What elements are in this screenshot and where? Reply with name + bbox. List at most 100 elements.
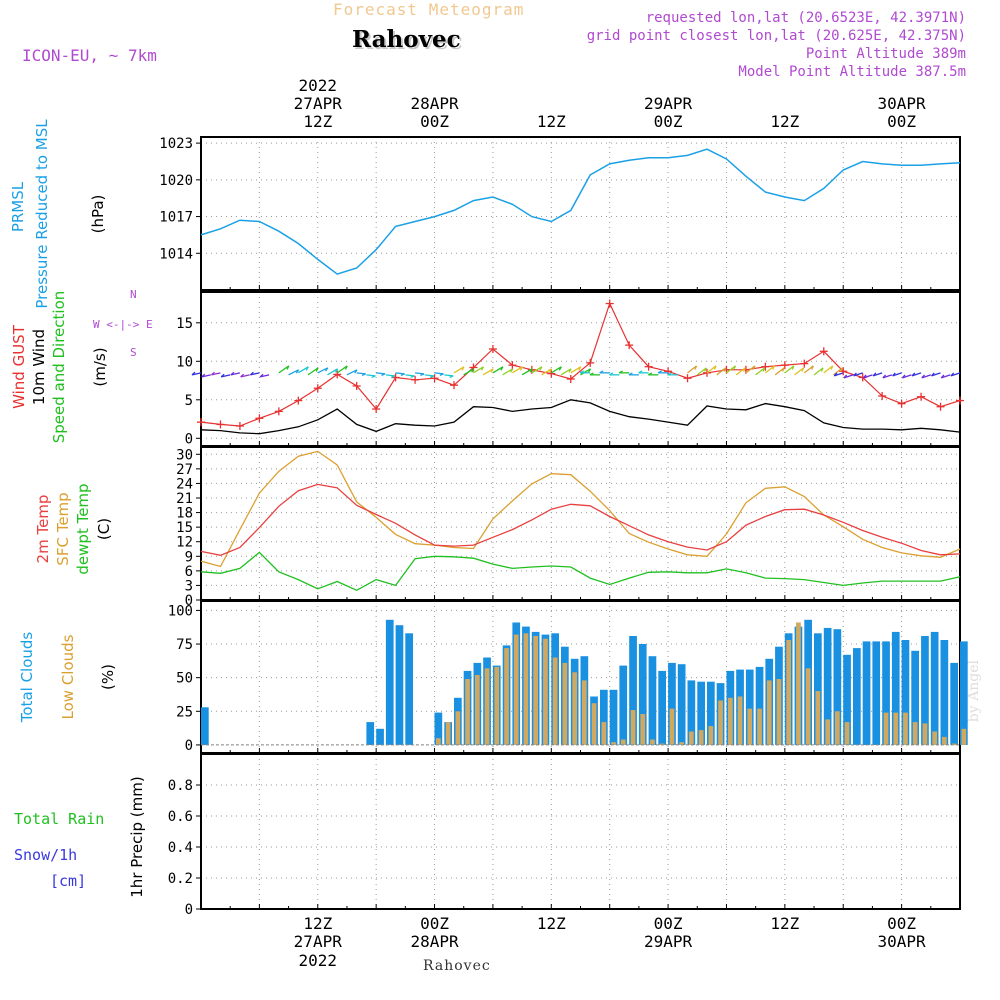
top-time-label: 28APR bbox=[410, 94, 459, 113]
low-cloud-bar bbox=[659, 743, 665, 745]
low-cloud-bar bbox=[572, 672, 577, 745]
total-cloud-bar bbox=[745, 669, 754, 745]
total-cloud-bar bbox=[697, 681, 705, 745]
low-cloud-bar bbox=[766, 680, 772, 745]
gust-point bbox=[391, 373, 400, 382]
ytick-label: 21 bbox=[176, 491, 193, 507]
arrow-head bbox=[354, 369, 358, 374]
arrow-shaft bbox=[307, 367, 319, 376]
gust-point bbox=[411, 375, 420, 384]
wind-direction-arrow bbox=[618, 370, 630, 374]
arrow-head bbox=[911, 372, 916, 377]
arrow-head bbox=[259, 373, 264, 378]
arrow-shaft bbox=[931, 372, 941, 377]
arrow-shaft bbox=[834, 372, 844, 377]
wind-direction-arrow bbox=[638, 370, 649, 374]
ytick-label: 12 bbox=[176, 535, 193, 551]
arrow-head bbox=[500, 366, 504, 371]
arrow-head bbox=[439, 373, 444, 376]
ytick-label: 6 bbox=[185, 564, 193, 580]
total-cloud-bar bbox=[434, 712, 443, 745]
gust-point bbox=[450, 381, 458, 390]
total-cloud-bar bbox=[930, 631, 939, 745]
low-cloud-bar bbox=[591, 703, 597, 745]
ytick-label: 15 bbox=[176, 520, 193, 536]
low-cloud-bar bbox=[445, 722, 451, 745]
arrow-head bbox=[628, 372, 633, 376]
arrow-head bbox=[371, 375, 376, 378]
bottom-time-label: 00Z bbox=[420, 914, 449, 933]
gust-point bbox=[644, 362, 653, 371]
low-cloud-bar bbox=[620, 739, 626, 745]
arrow-shaft bbox=[550, 366, 562, 374]
wind-direction-arrow bbox=[784, 365, 795, 374]
wind-direction-arrow bbox=[755, 367, 766, 376]
model-label: ICON-EU, ~ 7km bbox=[22, 46, 157, 65]
arrow-head bbox=[921, 374, 926, 379]
low-cloud-bar bbox=[708, 726, 714, 745]
arrow-shaft bbox=[415, 372, 425, 375]
arrow-head bbox=[781, 367, 785, 372]
wind-direction-arrow bbox=[726, 365, 737, 374]
wind-direction-arrow bbox=[833, 367, 844, 376]
arrow-head bbox=[420, 373, 425, 376]
low-cloud-bar bbox=[455, 711, 461, 745]
low-cloud-bar bbox=[698, 730, 704, 745]
gust-point bbox=[605, 299, 614, 308]
ytick-label: 100 bbox=[168, 603, 193, 619]
arrow-head bbox=[882, 374, 887, 379]
top-time-label: 00Z bbox=[887, 112, 916, 131]
arrow-head bbox=[713, 365, 717, 370]
wind-direction-arrow bbox=[259, 373, 270, 378]
wind-direction-arrow bbox=[764, 365, 775, 374]
ytick-label: 1014 bbox=[159, 246, 193, 262]
ytick-label: 0.6 bbox=[168, 809, 193, 825]
wind-direction-arrow bbox=[657, 370, 669, 374]
gust-point bbox=[197, 418, 205, 427]
arrow-shaft bbox=[735, 367, 746, 376]
wind-direction-arrow bbox=[911, 372, 922, 377]
arrow-shaft bbox=[453, 366, 465, 374]
arrow-head bbox=[579, 370, 585, 374]
arrow-head bbox=[667, 372, 672, 376]
total-cloud-bar bbox=[862, 641, 871, 745]
series-line-2m-temp bbox=[200, 483, 961, 556]
bottom-time-label: 29APR bbox=[644, 932, 693, 951]
wind-direction-arrow bbox=[297, 366, 309, 374]
wind-direction-arrow bbox=[589, 372, 600, 376]
ytick-label: 0 bbox=[185, 902, 193, 918]
wind-direction-arrow bbox=[230, 371, 241, 376]
gust-point bbox=[547, 369, 556, 378]
wind-direction-arrow bbox=[336, 365, 348, 374]
gust-point bbox=[294, 396, 303, 405]
arrow-head bbox=[638, 370, 643, 374]
arrow-head bbox=[334, 368, 339, 373]
arrow-head bbox=[853, 372, 857, 377]
arrow-shaft bbox=[833, 367, 843, 376]
wind-direction-arrow bbox=[512, 366, 523, 374]
arrow-shaft bbox=[434, 372, 444, 375]
rain-label: Total Rain bbox=[14, 810, 105, 828]
total-cloud-bar bbox=[619, 665, 628, 745]
gust-point bbox=[566, 375, 575, 384]
arrow-head bbox=[830, 365, 834, 370]
arrow-shaft bbox=[191, 372, 202, 376]
low-cloud-bar bbox=[640, 714, 646, 745]
wind-direction-arrow bbox=[833, 372, 844, 377]
bottom-time-label: 28APR bbox=[410, 932, 459, 951]
arrow-head bbox=[578, 366, 582, 371]
gust-point bbox=[780, 361, 789, 370]
gust-point bbox=[956, 396, 964, 405]
arrow-head bbox=[811, 365, 814, 370]
arrow-head bbox=[743, 367, 746, 372]
ytick-label: 9 bbox=[185, 549, 193, 565]
wind-direction-arrow bbox=[648, 372, 659, 376]
arrow-head bbox=[752, 365, 756, 370]
arrow-shaft bbox=[376, 372, 386, 375]
total-cloud-bar bbox=[911, 650, 919, 745]
arrow-shaft bbox=[250, 372, 260, 376]
total-cloud-bar bbox=[600, 689, 608, 745]
wind-direction-arrow bbox=[201, 373, 211, 378]
arrow-head bbox=[286, 365, 290, 370]
arrow-shaft bbox=[745, 365, 756, 374]
